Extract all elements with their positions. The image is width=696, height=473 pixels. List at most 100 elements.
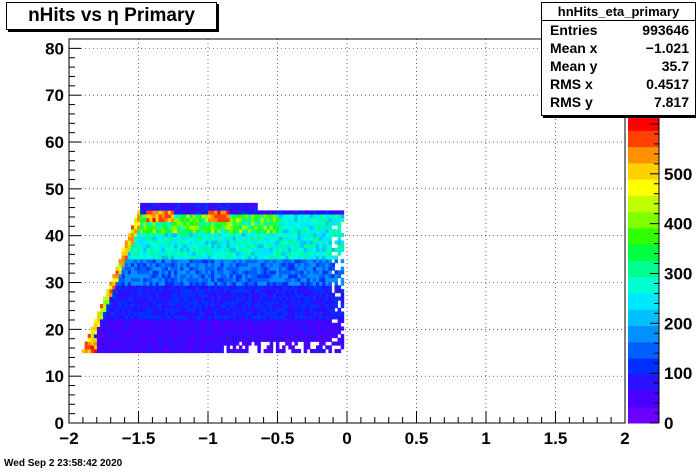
heat-cell [100,341,104,346]
heat-cell [288,277,292,282]
heat-cell [340,341,345,346]
heat-cell [134,266,138,271]
heat-cell [149,277,153,282]
heat-cell [248,244,252,249]
heat-cell [158,326,163,331]
heat-cell [201,289,206,294]
heat-cell [272,229,277,234]
heat-cell [223,210,227,215]
heat-cell [248,255,252,260]
heat-cell [242,266,246,271]
heat-cell [325,292,329,297]
heat-cell [195,262,200,267]
heat-cell [152,300,156,305]
heat-cell [208,285,212,290]
heat-cell [248,285,252,290]
heat-cell [183,296,187,301]
heat-cell [266,289,271,294]
heat-cell [257,240,261,245]
heat-cell [263,326,268,331]
heat-cell [248,289,252,294]
heat-cell [340,311,345,316]
heat-cell [248,202,252,207]
heat-cell [340,210,345,215]
heat-cell [192,285,197,290]
heat-cell [251,270,255,275]
heat-cell [137,262,141,267]
heat-cell [171,236,175,241]
heat-cell [152,285,156,290]
heat-cell [263,319,268,324]
heat-cell [223,247,227,252]
heat-cell [229,232,234,237]
heat-cell [103,315,107,320]
heat-cell [248,266,252,271]
heat-cell [254,206,258,211]
heat-cell [149,337,153,342]
heat-cell [158,247,163,252]
heat-cell [134,262,138,267]
heat-cell [124,251,129,256]
heat-cell [204,300,209,305]
heat-cell [115,349,119,354]
heat-cell [325,229,329,234]
heat-cell [167,326,172,331]
heat-cell [100,315,104,320]
heat-cell [260,232,264,237]
heat-cell [167,202,172,207]
heat-cell [192,221,197,226]
heat-cell [152,206,156,211]
heat-cell [164,311,169,316]
heat-cell [195,277,200,282]
heat-cell [161,300,166,305]
heat-cell [248,262,252,267]
heat-cell [217,292,221,297]
heat-cell [115,296,119,301]
heat-cell [272,214,277,219]
heat-cell [263,349,268,354]
heat-cell [161,285,166,290]
heat-cell [220,221,224,226]
heat-cell [118,326,122,331]
heat-cell [192,225,197,230]
heat-cell [143,277,147,282]
heat-cell [198,349,203,354]
heat-cell [134,247,138,252]
heat-cell [272,274,277,279]
heat-cell [291,221,295,226]
heat-cell [143,262,147,267]
heat-cell [127,281,132,286]
heat-cell [146,247,150,252]
heat-cell [183,304,187,309]
heat-cell [312,251,317,256]
heat-cell [174,281,178,286]
heat-cell [143,311,147,316]
heat-cell [214,251,218,256]
heat-cell [254,270,258,275]
heat-cell [140,330,144,335]
heat-cell [275,289,280,294]
heat-cell [334,334,338,339]
heat-cell [251,292,255,297]
heat-cell [186,270,190,275]
heat-cell [174,244,178,249]
heat-cell [211,285,215,290]
heat-cell [152,251,156,256]
heat-cell [282,247,286,252]
heat-cell [242,274,246,279]
heat-cell [134,232,138,237]
heat-cell [260,322,264,327]
heat-cell [242,281,246,286]
heat-cell [279,210,283,215]
heat-cell [143,251,147,256]
heat-cell [217,232,221,237]
heat-cell [285,300,289,305]
heat-cell [235,229,240,234]
heat-cell [272,334,277,339]
heat-cell [161,277,166,282]
heat-cell [130,334,135,339]
heat-cell [269,244,274,249]
heat-cell [174,210,178,215]
heat-cell [232,270,237,275]
heat-cell [167,274,172,279]
